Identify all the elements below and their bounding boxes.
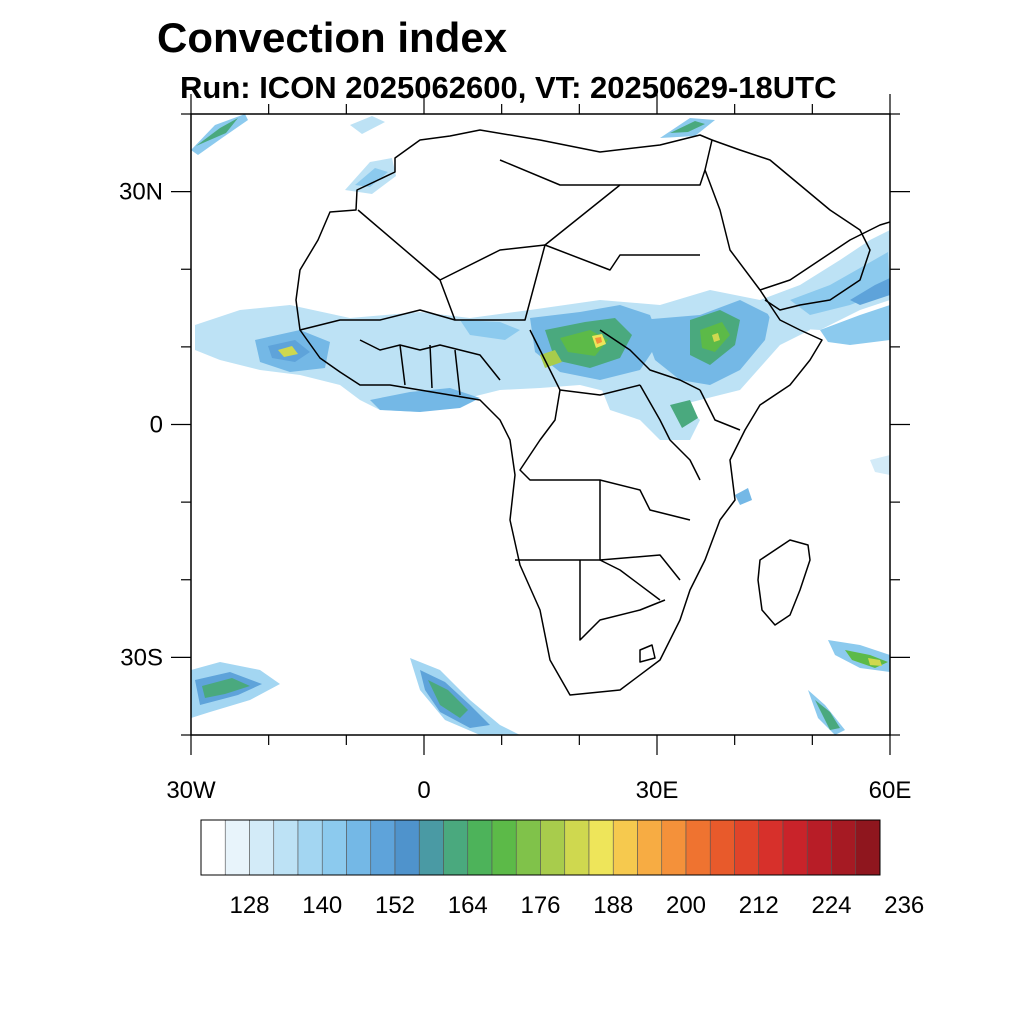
lon-tick-label: 60E [869,777,912,804]
colorbar-swatch [273,819,299,876]
colorbar-swatch [346,819,372,876]
map-frame [190,113,891,736]
colorbar-swatch [806,819,832,876]
colorbar-label: 224 [811,892,851,919]
lat-tick-label: 30N [119,179,163,206]
colorbar-label: 152 [375,892,415,919]
colorbar-swatch [685,819,711,876]
map-axes: 30N 0 30S 30W 0 30E 60E [119,94,911,804]
colorbar-swatch [612,819,638,876]
colorbar-label: 188 [593,892,633,919]
colorbar-swatch [831,819,857,876]
lat-tick-label: 0 [150,412,163,439]
colorbar-swatch [637,819,663,876]
colorbar-swatch [370,819,396,876]
colorbar: 128 140 152 164 176 188 200 212 224 236 [200,819,924,919]
colorbar-swatch [297,819,323,876]
colorbar-swatch [224,819,250,876]
colorbar-swatch [491,819,517,876]
map-title: Convection index [157,14,508,61]
colorbar-swatch [249,819,275,876]
coastlines-borders [295,129,890,696]
colorbar-frame [200,819,881,876]
lon-tick-label: 30W [166,777,216,804]
lon-tick-label: 30E [636,777,679,804]
colorbar-swatch [661,819,687,876]
colorbar-label: 140 [302,892,342,919]
map-subtitle: Run: ICON 2025062600, VT: 20250629-18UTC [180,70,837,105]
colorbar-swatch [588,819,614,876]
colorbar-swatch [467,819,493,876]
colorbar-swatch [200,819,226,876]
colorbar-swatch [540,819,566,876]
colorbar-label: 164 [448,892,488,919]
colorbar-swatch [709,819,735,876]
colorbar-swatch [734,819,760,876]
convection-field [191,114,890,735]
colorbar-swatch [321,819,347,876]
colorbar-swatch [564,819,590,876]
colorbar-swatch [855,819,881,876]
colorbar-swatch [443,819,469,876]
colorbar-label: 236 [884,892,924,919]
colorbar-label: 212 [739,892,779,919]
colorbar-swatch [515,819,541,876]
colorbar-swatch [758,819,784,876]
colorbar-label: 128 [229,892,269,919]
colorbar-label: 200 [666,892,706,919]
lat-tick-label: 30S [120,644,163,671]
lon-tick-label: 0 [417,777,430,804]
colorbar-swatch [418,819,444,876]
colorbar-swatch [394,819,420,876]
colorbar-swatch [782,819,808,876]
colorbar-label: 176 [520,892,560,919]
